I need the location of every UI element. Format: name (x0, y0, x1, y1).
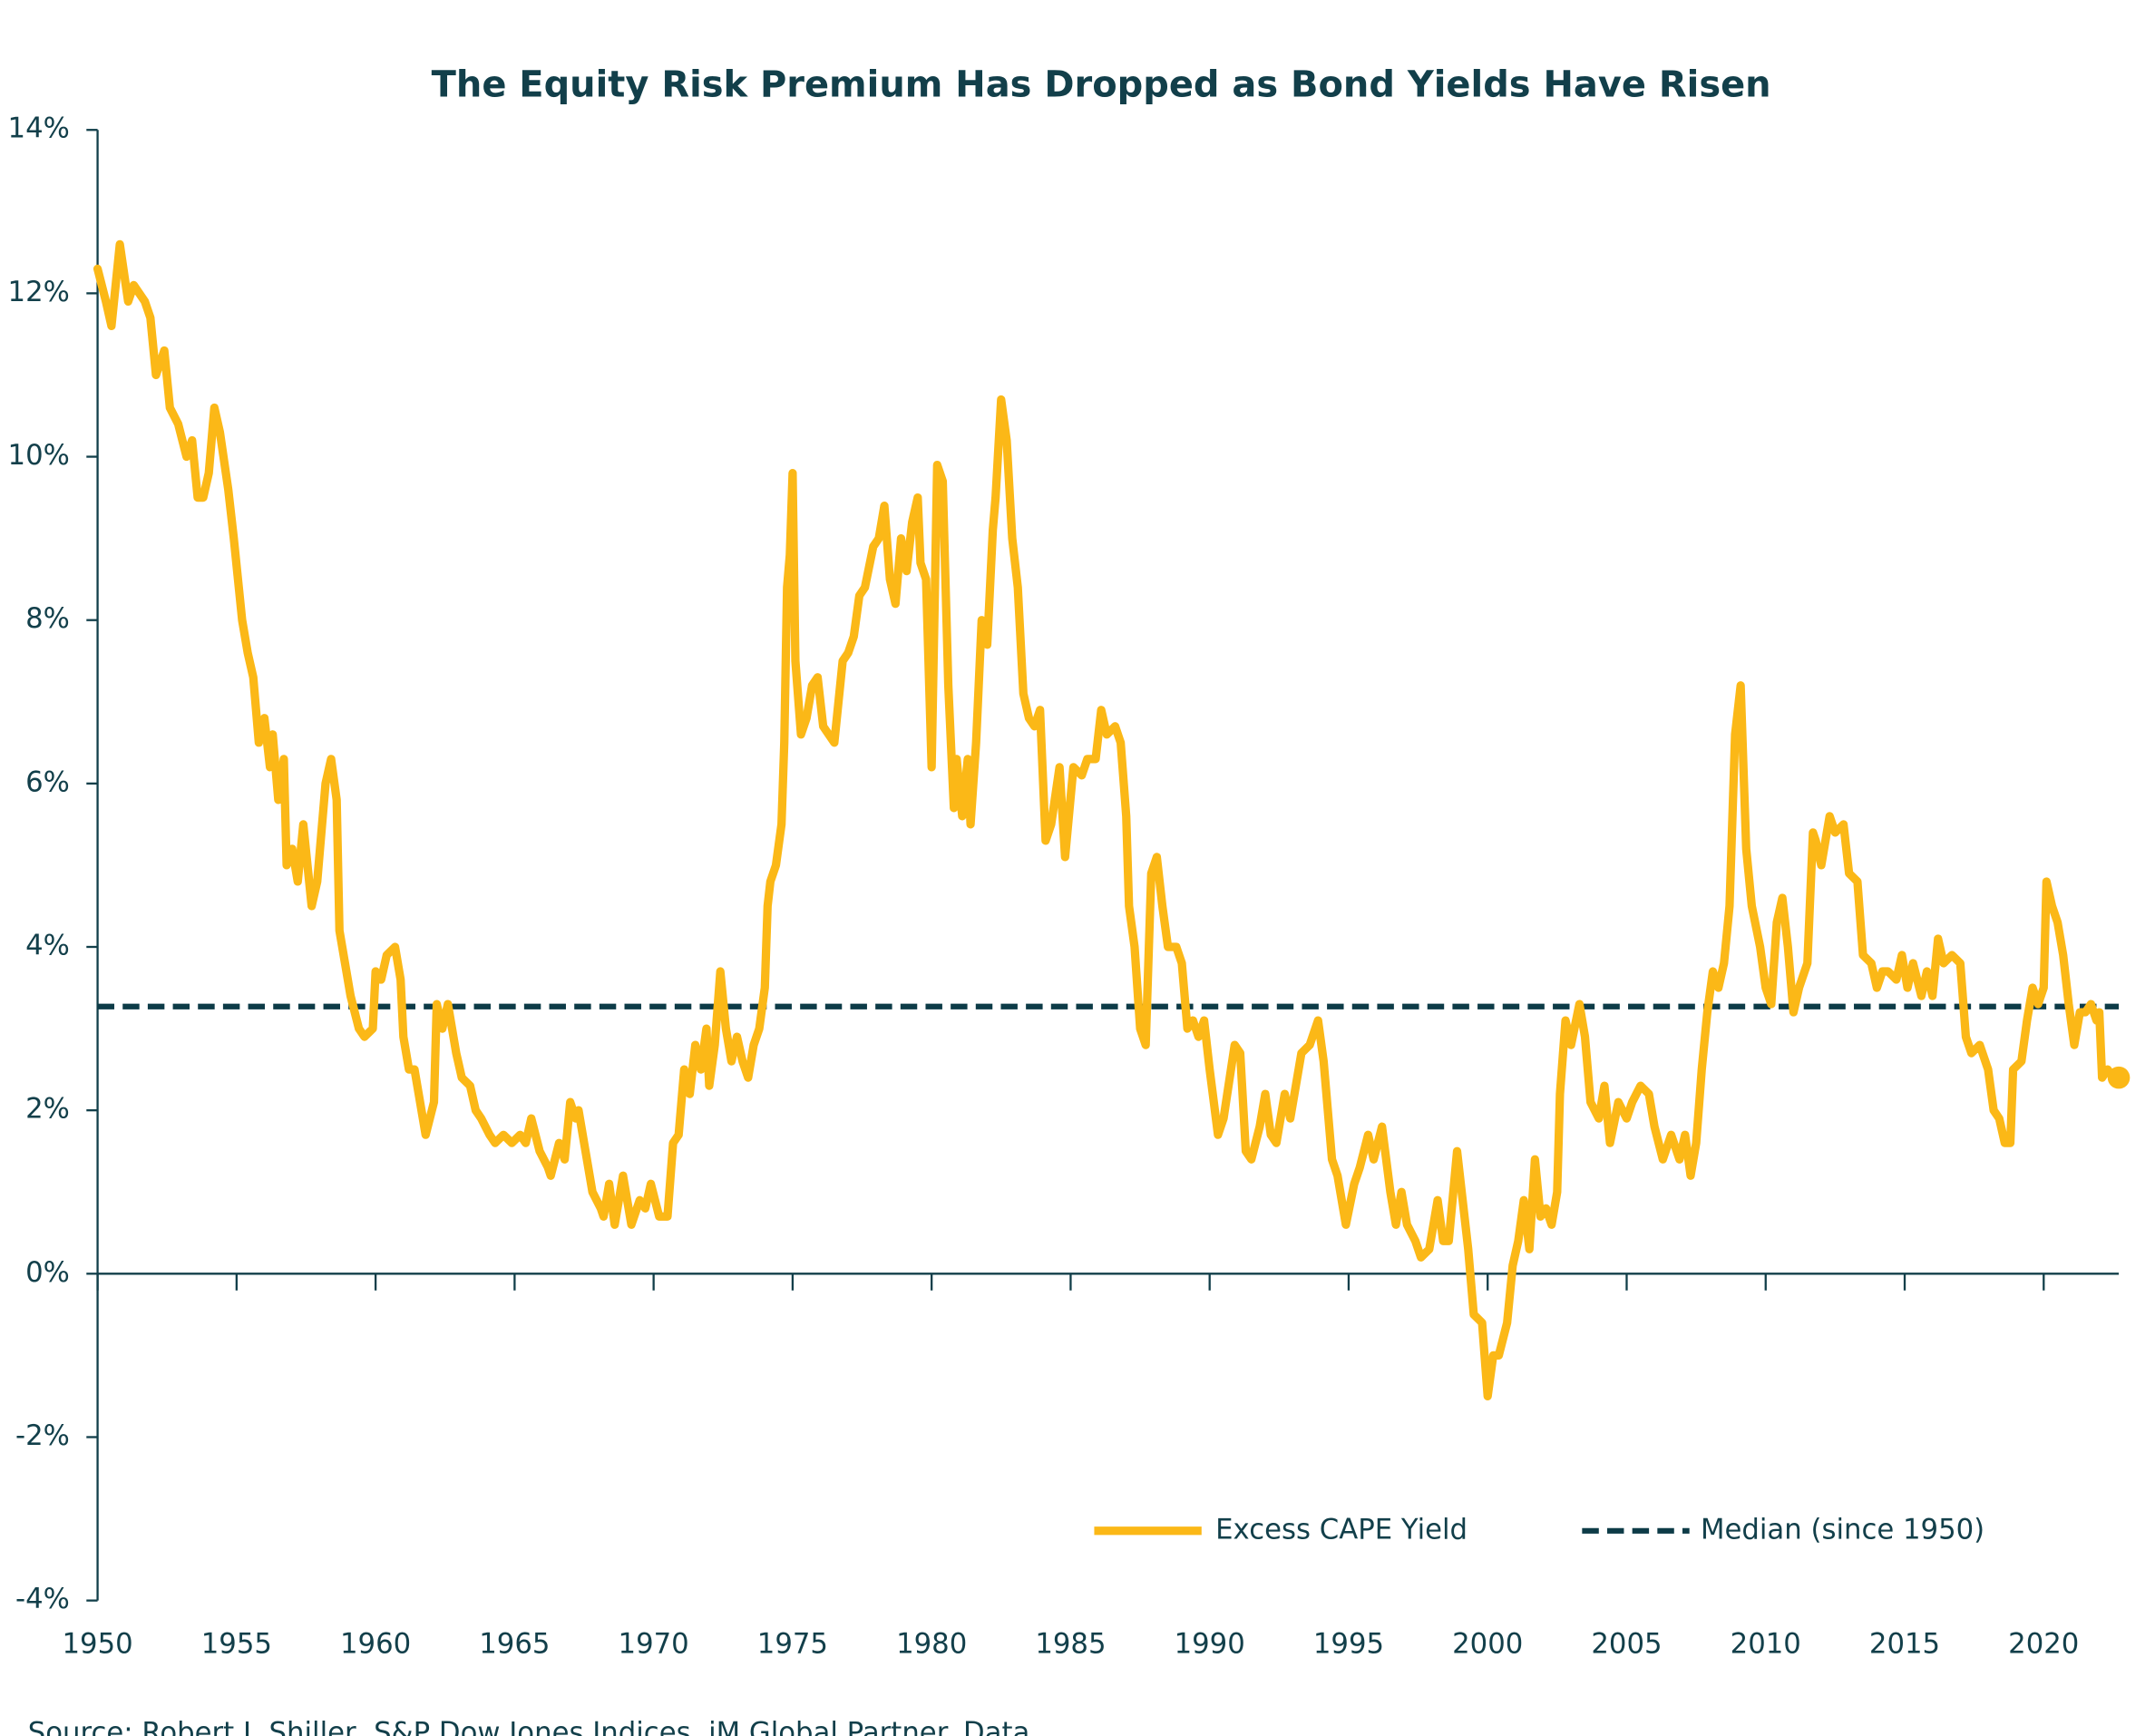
x-tick-label: 1990 (1175, 1627, 1245, 1660)
x-tick-label: 1965 (479, 1627, 550, 1660)
y-tick-label: 2% (25, 1093, 70, 1126)
x-tick-label: 1950 (62, 1627, 132, 1660)
source-note: Source: Robert J. Shiller, S&P Dow Jones… (28, 1717, 1030, 1736)
x-tick-label: 1955 (201, 1627, 272, 1660)
y-tick-label: 0% (25, 1256, 70, 1289)
x-tick-label: 1995 (1313, 1627, 1384, 1660)
legend-label: Median (since 1950) (1701, 1513, 1984, 1546)
x-tick-label: 2005 (1591, 1627, 1662, 1660)
y-tick-label: 4% (25, 930, 70, 962)
y-tick-label: 14% (8, 112, 70, 145)
y-tick-label: 10% (8, 439, 70, 472)
x-tick-label: 1985 (1035, 1627, 1106, 1660)
x-tick-label: 1980 (896, 1627, 967, 1660)
x-tick-label: 2000 (1452, 1627, 1523, 1660)
x-tick-label: 1960 (340, 1627, 411, 1660)
chart-title: The Equity Risk Premium Has Dropped as B… (432, 64, 1771, 106)
x-tick-label: 2020 (2008, 1627, 2079, 1660)
legend-label: Excess CAPE Yield (1215, 1513, 1468, 1546)
y-tick-label: 8% (25, 602, 70, 635)
end-point (2107, 1066, 2131, 1089)
y-tick-label: -4% (15, 1583, 70, 1615)
x-tick-label: 1975 (757, 1627, 828, 1660)
y-tick-label: 6% (25, 766, 70, 798)
y-tick-label: 12% (8, 276, 70, 308)
x-tick-label: 1970 (619, 1627, 689, 1660)
x-tick-label: 2015 (1869, 1627, 1940, 1660)
data-line (93, 239, 2123, 1401)
x-tick-label: 2010 (1731, 1627, 1801, 1660)
y-tick-label: -2% (15, 1419, 70, 1452)
